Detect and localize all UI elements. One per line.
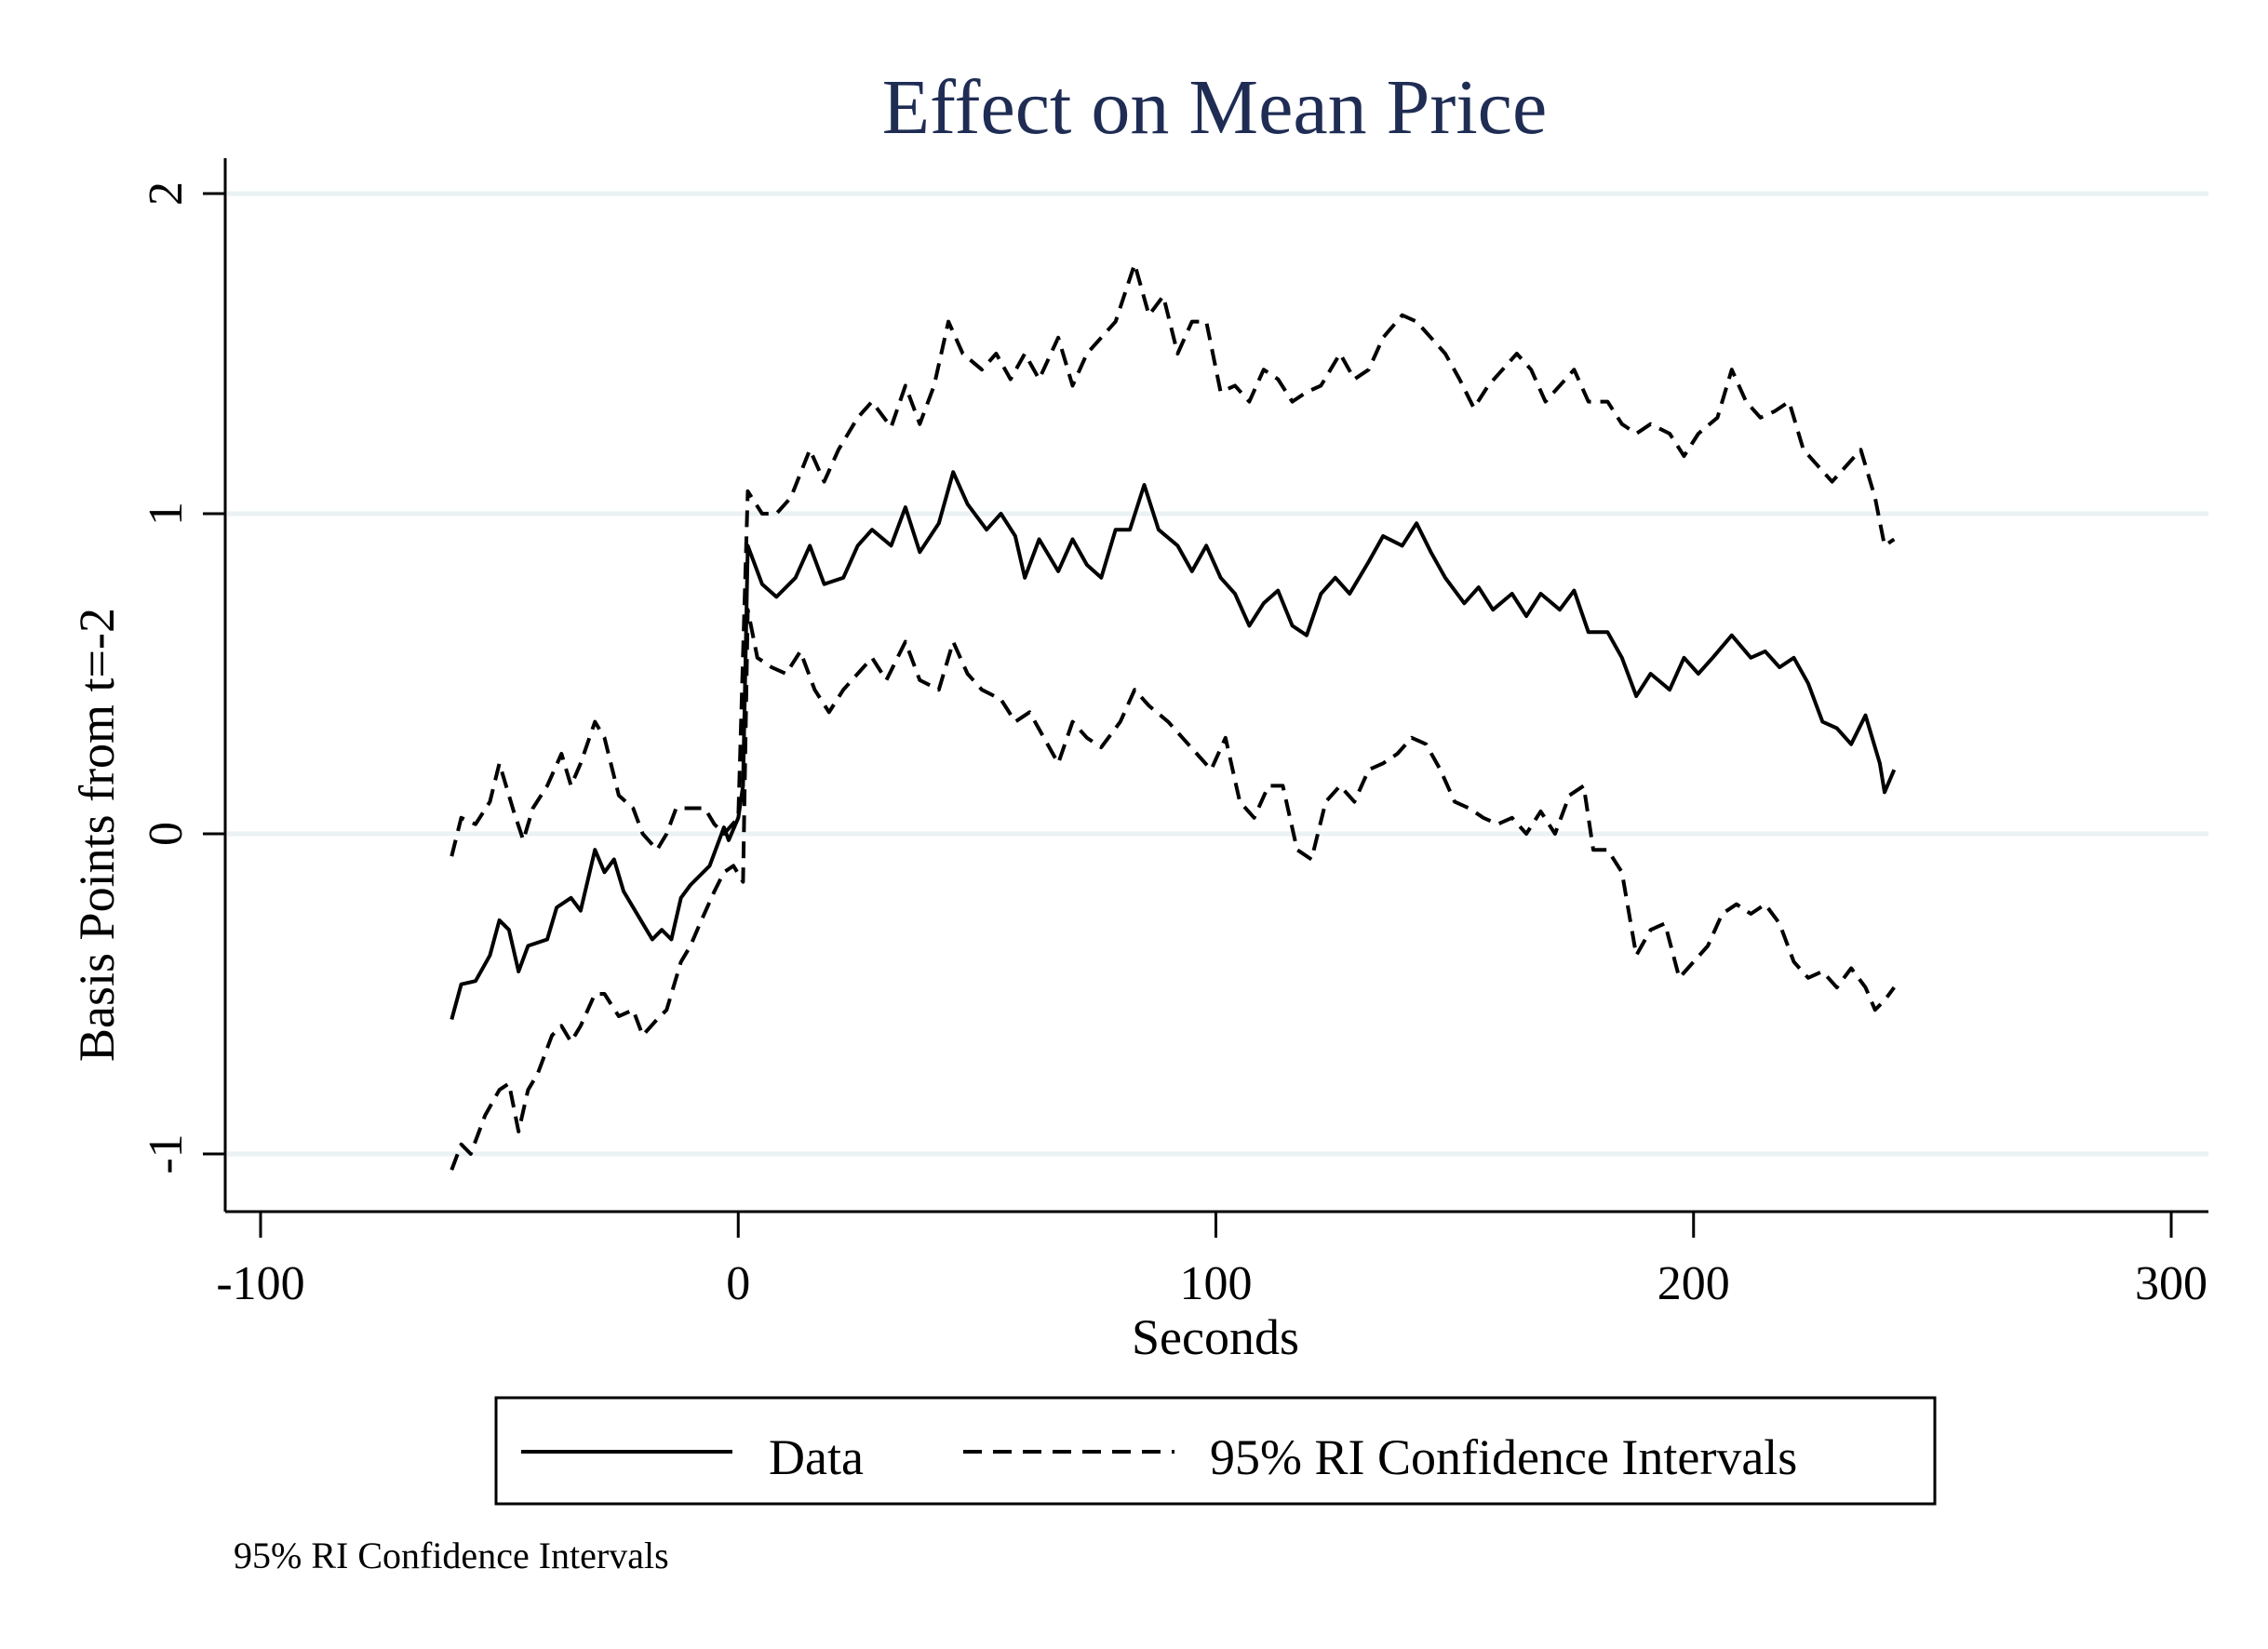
x-ticks: -100 0 100 200 300 — [216, 1212, 2208, 1310]
legend: Data 95% RI Confidence Intervals — [494, 1396, 1937, 1506]
series-group — [450, 261, 1897, 1171]
y-tick-label: 2 — [140, 181, 193, 206]
gridlines — [227, 191, 2208, 1157]
legend-box — [494, 1396, 1937, 1506]
y-tick-label: 0 — [140, 822, 193, 846]
chart-title: Effect on Mean Price — [882, 64, 1548, 151]
x-tick-label: 0 — [726, 1257, 750, 1310]
x-tick-label: 200 — [1657, 1257, 1730, 1310]
series-line-ci-lower — [450, 608, 1896, 1171]
x-tick-label: 100 — [1180, 1257, 1253, 1310]
y-axis-title: Basis Points from t=-2 — [69, 608, 125, 1062]
x-tick-label: -100 — [216, 1257, 304, 1310]
y-tick-label: -1 — [140, 1133, 193, 1173]
series-line-data — [450, 470, 1897, 1021]
y-ticks: -1 0 1 2 — [140, 181, 225, 1174]
legend-label-ci: 95% RI Confidence Intervals — [1210, 1429, 1797, 1485]
x-axis-title: Seconds — [1132, 1309, 1299, 1365]
legend-label-data: Data — [769, 1429, 864, 1485]
x-tick-label: 300 — [2135, 1257, 2208, 1310]
series-line-ci-upper — [450, 261, 1896, 857]
chart-note: 95% RI Confidence Intervals — [234, 1535, 669, 1576]
y-tick-label: 1 — [140, 502, 193, 526]
